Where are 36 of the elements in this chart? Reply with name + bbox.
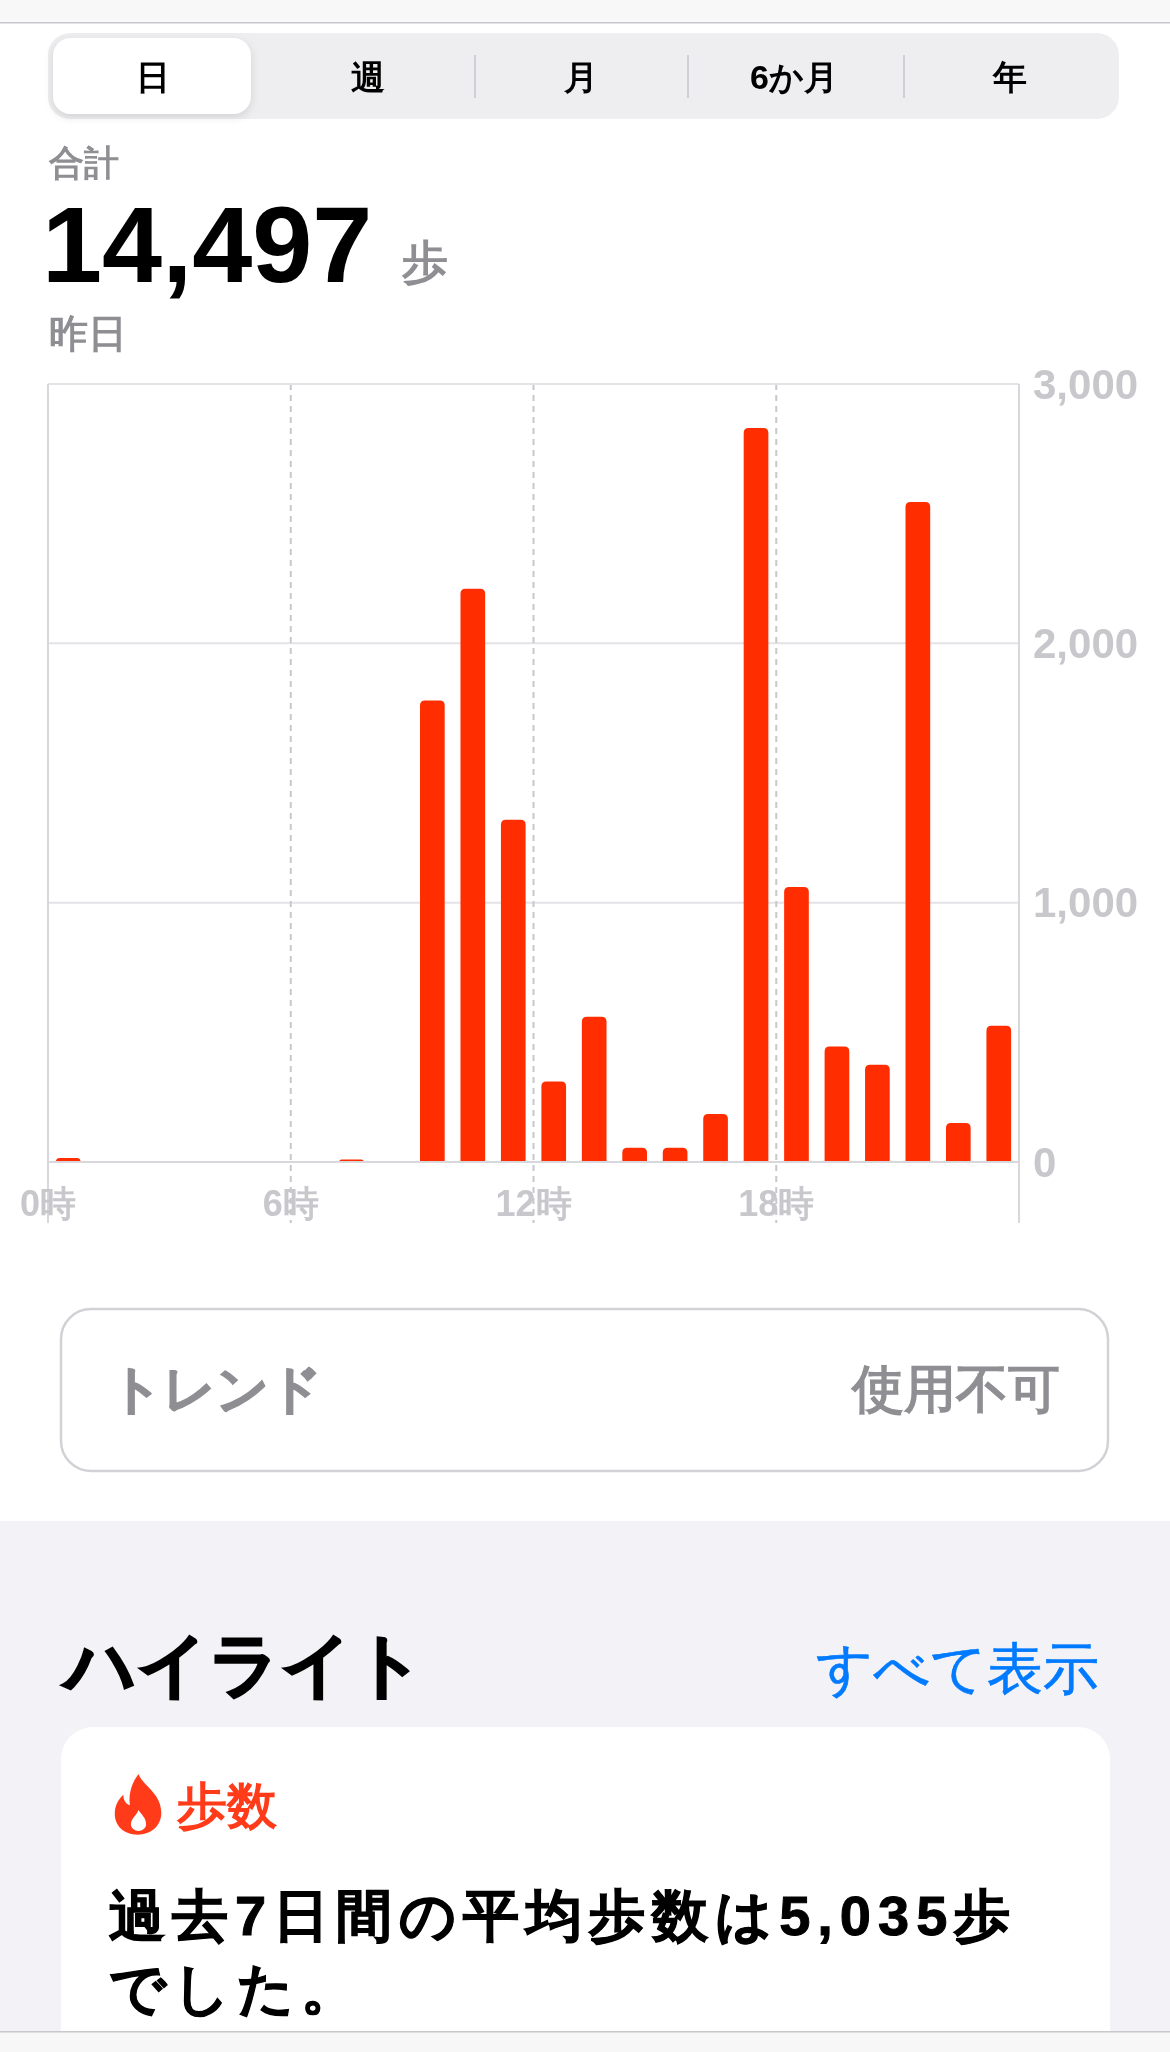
text: 月 xyxy=(564,58,598,96)
x-tick-label: 0時 xyxy=(19,1182,77,1224)
y-tick-label: 0 xyxy=(1033,1138,1057,1186)
bar xyxy=(905,502,931,1162)
text: 年 xyxy=(993,58,1027,96)
bar xyxy=(784,887,809,1162)
bar xyxy=(824,1046,850,1162)
text: 昨日 xyxy=(49,311,127,355)
bar xyxy=(743,428,769,1162)
text: 過去7日間の平均歩数は5,035歩でした。 xyxy=(109,1882,1019,2022)
text: すべて表示 xyxy=(816,1637,1099,1700)
text: 合計 xyxy=(49,142,119,182)
y-tick-label: 2,000 xyxy=(1033,619,1139,667)
text: 歩数 xyxy=(177,1778,277,1834)
text: 日 xyxy=(136,58,170,96)
text: 週 xyxy=(351,58,385,96)
bar xyxy=(945,1123,971,1162)
y-tick-label: 3,000 xyxy=(1033,360,1139,408)
bar xyxy=(986,1025,1012,1162)
x-tick-label: 6時 xyxy=(262,1182,319,1224)
bar xyxy=(420,700,445,1162)
text: 6か月 xyxy=(750,58,838,96)
y-tick-label: 1,000 xyxy=(1033,879,1139,927)
text: トレンド xyxy=(110,1360,322,1418)
bar xyxy=(460,588,486,1162)
text: 14,497 xyxy=(42,184,373,305)
text: 歩 xyxy=(402,236,448,288)
bar xyxy=(703,1114,728,1162)
x-tick-label: 12時 xyxy=(495,1182,572,1224)
text: 使用不可 xyxy=(852,1360,1060,1418)
bar xyxy=(865,1064,890,1162)
x-tick-label: 18時 xyxy=(738,1182,815,1224)
bar xyxy=(622,1147,647,1162)
bar xyxy=(500,819,526,1162)
bar xyxy=(581,1016,607,1162)
bar xyxy=(541,1081,567,1162)
